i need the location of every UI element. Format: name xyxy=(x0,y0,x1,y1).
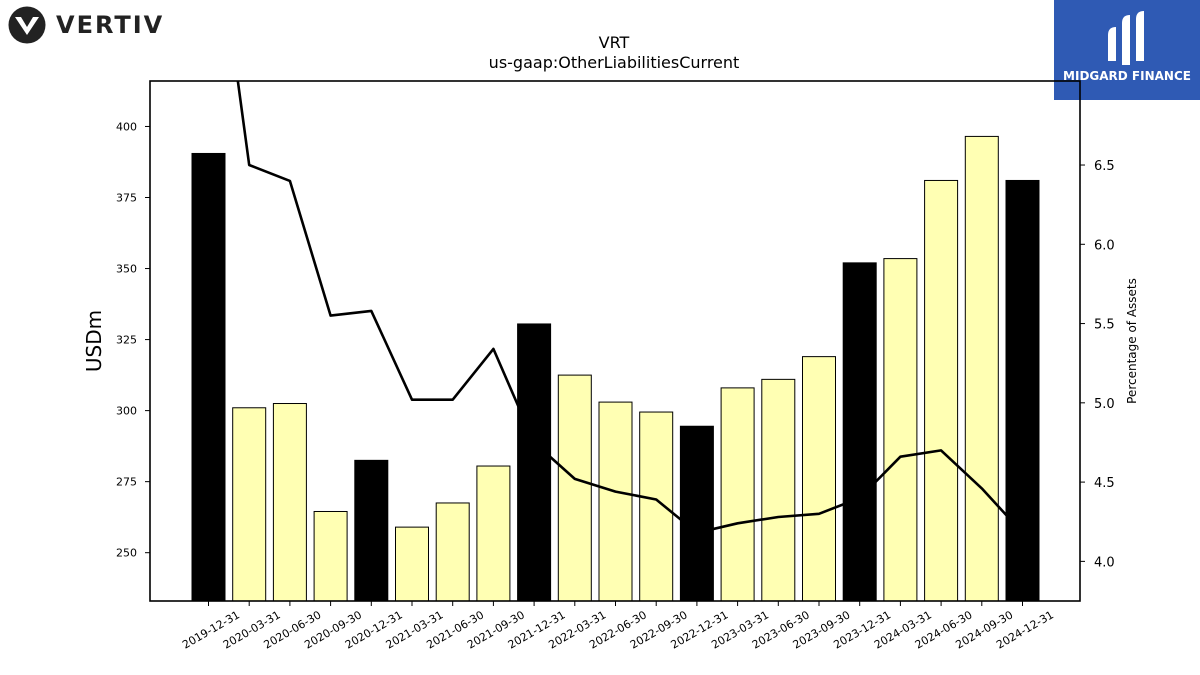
bar-2022-09-30 xyxy=(639,411,674,602)
y2-tick-label: 6.5 xyxy=(1094,159,1115,174)
bar-2020-12-31 xyxy=(354,459,389,602)
y2-tick-label: 4.0 xyxy=(1094,555,1115,570)
bar-2024-12-31 xyxy=(1005,179,1040,602)
y2-tick-label: 4.5 xyxy=(1094,476,1115,491)
y-axis-label: USDm xyxy=(82,310,106,372)
y2-tick-label: 5.5 xyxy=(1094,318,1115,333)
bars-group xyxy=(191,135,1040,602)
midgard-logo-text: MIDGARD FINANCE xyxy=(1063,69,1191,83)
bar-2019-12-31 xyxy=(191,152,226,602)
line-group xyxy=(236,81,1024,535)
bar-2023-06-30 xyxy=(761,378,796,602)
bar-2021-09-30 xyxy=(476,465,511,602)
bar-2022-03-31 xyxy=(557,374,592,602)
y2-tick-label: 5.0 xyxy=(1094,397,1115,412)
midgard-finance-logo: MIDGARD FINANCE xyxy=(1054,0,1200,100)
bar-2020-06-30 xyxy=(272,403,307,602)
bar-2022-06-30 xyxy=(598,401,633,602)
vertiv-logo: VERTIV xyxy=(8,6,164,44)
bar-2024-06-30 xyxy=(924,179,959,602)
y-tick-label: 375 xyxy=(116,192,137,205)
bar-2021-12-31 xyxy=(517,323,552,602)
y2-tick-label: 6.0 xyxy=(1094,238,1115,253)
bar-2024-09-30 xyxy=(964,135,999,602)
bar-2020-03-31 xyxy=(232,407,267,602)
y-tick-label: 250 xyxy=(116,547,137,560)
y-tick-label: 400 xyxy=(116,120,137,133)
vertiv-logo-icon xyxy=(8,6,46,44)
midgard-logo-icon xyxy=(1108,11,1144,65)
y-tick-label: 275 xyxy=(116,476,137,489)
bar-2023-03-31 xyxy=(720,387,755,602)
bar-2022-12-31 xyxy=(679,425,714,602)
y-tick-label: 325 xyxy=(116,334,137,347)
bar-2023-12-31 xyxy=(842,262,877,602)
bar-2021-03-31 xyxy=(395,526,429,602)
bar-2024-03-31 xyxy=(883,258,918,602)
y-tick-label: 300 xyxy=(116,405,137,418)
vertiv-logo-text: VERTIV xyxy=(56,11,165,39)
y-tick-label: 350 xyxy=(116,263,137,276)
percentage-line xyxy=(236,81,1024,535)
chart-subtitle: us-gaap:OtherLiabilitiesCurrent xyxy=(489,53,740,72)
bar-2023-09-30 xyxy=(802,356,836,602)
bar-2020-09-30 xyxy=(313,510,348,602)
chart-title: VRT xyxy=(599,33,630,52)
y2-axis-label: Percentage of Assets xyxy=(1125,278,1139,404)
bar-2021-06-30 xyxy=(435,502,470,602)
